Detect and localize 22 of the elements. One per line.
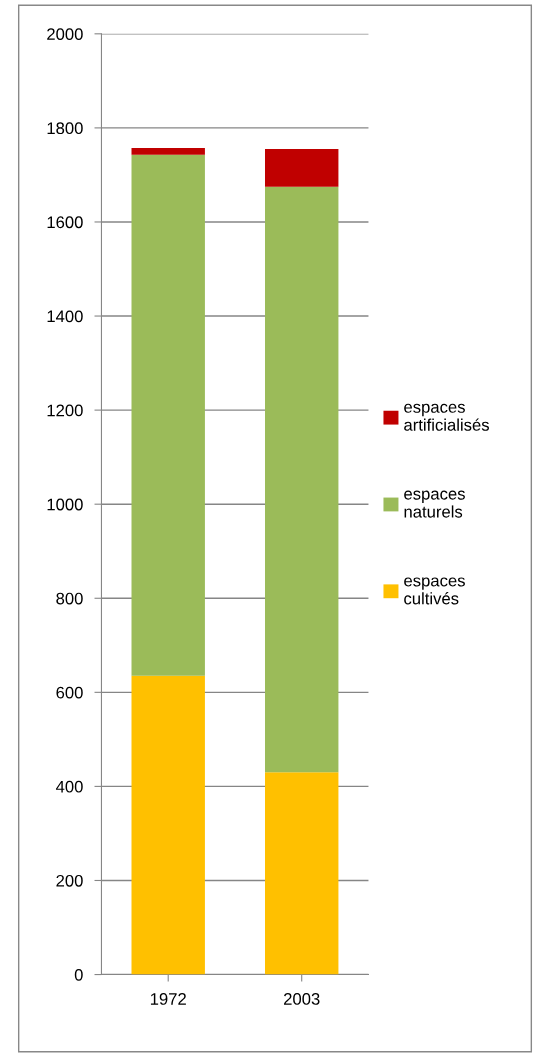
bar (265, 149, 339, 187)
x-tick-label: 1972 (150, 993, 186, 1005)
bar (131, 675, 205, 975)
bar (131, 148, 205, 155)
y-tick-label: 1400 (47, 310, 83, 323)
y-tick-label: 1200 (47, 404, 83, 417)
bar (131, 154, 205, 676)
x-tick-label: 2003 (284, 993, 320, 1005)
legend-label: espaces cultivés (404, 577, 465, 605)
y-tick-label: 400 (55, 780, 83, 793)
y-tick-label: 2000 (47, 28, 83, 41)
bar (265, 772, 339, 975)
legend-label: espaces naturels (404, 490, 465, 518)
legend-label: espaces artificialisés (404, 403, 489, 431)
y-tick-label: 0 (74, 968, 83, 981)
y-tick-label: 200 (56, 874, 83, 887)
y-tick-label: 1800 (47, 122, 83, 135)
y-tick-label: 1000 (47, 498, 83, 511)
bar (265, 186, 339, 773)
y-tick-label: 800 (56, 592, 83, 605)
y-tick-label: 1600 (47, 216, 83, 229)
y-tick-label: 600 (56, 686, 83, 699)
